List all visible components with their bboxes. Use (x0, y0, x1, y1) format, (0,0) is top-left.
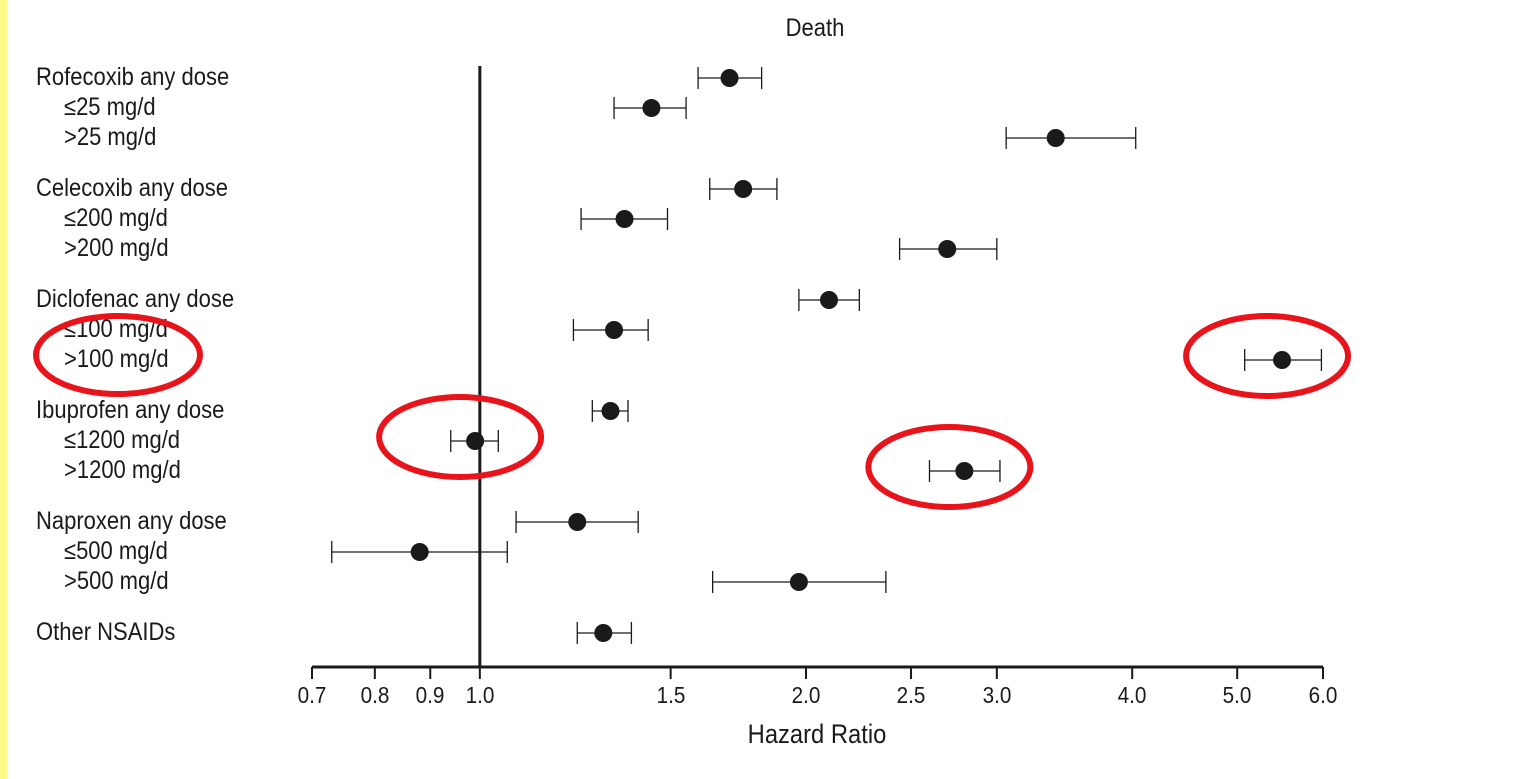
row-label: Other NSAIDs (36, 618, 176, 646)
highlight-ring-label (33, 313, 203, 397)
row-label: Naproxen any dose (36, 507, 227, 535)
x-tick-label: 2.0 (791, 682, 821, 708)
x-tick-label: 4.0 (1117, 682, 1147, 708)
point-estimate (594, 624, 613, 642)
point-estimate (819, 291, 838, 309)
x-tick-label: 1.5 (656, 682, 686, 708)
point-estimate (615, 210, 634, 228)
highlight-ring-marker (865, 424, 1034, 510)
point-estimate (955, 462, 974, 480)
point-estimate (789, 573, 808, 591)
point-estimate (568, 513, 587, 531)
row-label: ≤25 mg/d (64, 93, 156, 121)
point-estimate (734, 180, 753, 198)
left-highlight-strip (0, 0, 7, 779)
row-label: Rofecoxib any dose (36, 63, 230, 91)
point-estimate (642, 99, 661, 117)
x-tick-label: 2.5 (896, 682, 926, 708)
row-label: >25 mg/d (64, 123, 157, 151)
x-tick-label: 0.9 (415, 682, 445, 708)
x-axis-title: Hazard Ratio (747, 719, 887, 749)
point-estimate (1046, 129, 1065, 147)
point-estimate (938, 240, 957, 258)
point-estimate (605, 321, 624, 339)
point-estimate (601, 402, 620, 420)
x-tick-label: 5.0 (1222, 682, 1252, 708)
highlight-ring-marker (376, 394, 545, 480)
x-tick-label: 6.0 (1308, 682, 1338, 708)
x-tick-label: 1.0 (465, 682, 495, 708)
row-label: Diclofenac any dose (36, 285, 235, 313)
row-label: >1200 mg/d (64, 456, 181, 484)
row-label: ≤200 mg/d (64, 204, 168, 232)
chart-title: Death (785, 14, 845, 42)
x-tick-label: 3.0 (982, 682, 1012, 708)
point-estimate (466, 432, 485, 450)
x-tick-label: 0.7 (297, 682, 327, 708)
row-label: >100 mg/d (64, 345, 169, 373)
row-label: Ibuprofen any dose (36, 396, 225, 424)
highlight-ring-marker (1183, 313, 1352, 399)
point-estimate (720, 69, 739, 87)
point-estimate (410, 543, 429, 561)
point-estimate (1273, 351, 1292, 369)
row-label: ≤500 mg/d (64, 537, 168, 565)
row-label: ≤1200 mg/d (64, 426, 181, 454)
x-tick-label: 0.8 (360, 682, 390, 708)
row-label: >200 mg/d (64, 234, 169, 262)
row-label: Celecoxib any dose (36, 174, 229, 202)
row-label: >500 mg/d (64, 567, 169, 595)
